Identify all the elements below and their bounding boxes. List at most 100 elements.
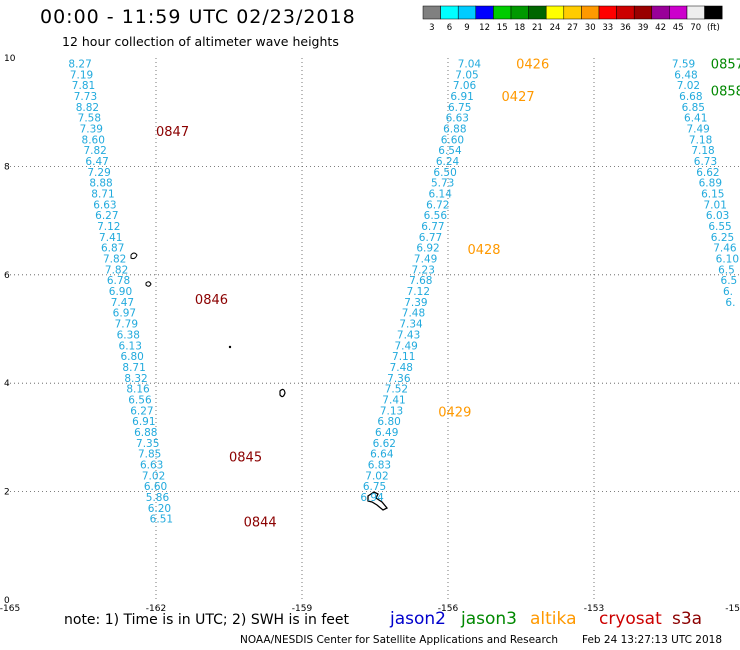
colorbar-label: (ft) xyxy=(707,23,720,33)
swh-value-label: 6.87 xyxy=(101,243,124,255)
swh-value-label: 7.49 xyxy=(414,254,437,266)
colorbar-label: 24 xyxy=(550,23,561,33)
swh-value-label: 7.02 xyxy=(142,470,165,482)
colorbar-swatch xyxy=(686,5,705,20)
swh-value-label: 7.19 xyxy=(70,69,93,81)
coastline-islands xyxy=(130,252,389,511)
swh-value-label: 7.85 xyxy=(138,449,161,461)
swh-value-label: 6.47 xyxy=(85,156,108,168)
swh-value-label: 7.82 xyxy=(105,264,128,276)
colorbar-swatch xyxy=(528,5,547,20)
swh-value-label: 7.59 xyxy=(672,58,695,70)
colorbar-swatch xyxy=(493,5,512,20)
swh-value-label: 6.62 xyxy=(696,167,719,179)
pass-time-label: 0429 xyxy=(438,405,471,420)
footer-credit: NOAA/NESDIS Center for Satellite Applica… xyxy=(240,634,558,646)
y-tick-label: 8 xyxy=(4,162,10,172)
swh-value-label: 6.56 xyxy=(128,394,152,406)
swh-value-label: 6.80 xyxy=(120,351,143,363)
swh-value-label: 6.03 xyxy=(706,210,729,222)
swh-value-label: 7.13 xyxy=(380,405,403,417)
colorbar-swatch xyxy=(545,5,565,20)
swh-value-label: 7.23 xyxy=(412,264,435,276)
pass-time-label: 0845 xyxy=(229,450,262,465)
swh-value-label: 7.12 xyxy=(97,221,120,233)
swh-value-label: 6.83 xyxy=(368,460,391,472)
swh-value-label: 7.05 xyxy=(455,69,478,81)
swh-value-label: 6.54 xyxy=(438,145,462,157)
x-tick-label: -159 xyxy=(292,604,313,614)
swh-value-label: 7.18 xyxy=(691,145,714,157)
swh-value-label: 7.68 xyxy=(409,275,432,287)
swh-value-label: 6.75 xyxy=(448,102,471,114)
pass-time-label: 0844 xyxy=(244,515,277,530)
swh-value-label: 8.71 xyxy=(91,189,114,201)
colorbar-swatch xyxy=(598,5,617,20)
colorbar-swatch xyxy=(581,5,600,20)
colorbar-legend: 3 6 9 12 15 18 21 24 27 30 33 36 39 42 45 70 (ft) xyxy=(422,5,723,33)
colorbar-swatch xyxy=(616,5,635,20)
colorbar-label: 15 xyxy=(497,23,508,33)
swh-value-label: 7.52 xyxy=(385,384,408,396)
swh-value-label: 6.50 xyxy=(433,167,456,179)
colorbar-swatch xyxy=(633,5,653,20)
swh-value-label: 6.63 xyxy=(140,460,163,472)
colorbar-label: 6 xyxy=(447,23,452,33)
swh-value-label: 6.73 xyxy=(694,156,717,168)
swh-value-label: 6.25 xyxy=(711,232,734,244)
y-tick-label: 2 xyxy=(4,488,10,498)
colorbar-label: 30 xyxy=(585,23,596,33)
swh-value-label: 7.12 xyxy=(407,286,430,298)
swh-value-label: 6.27 xyxy=(130,405,153,417)
plot-axes: -165 -162 -159 -156 -153 -15 0 2 4 6 8 10 xyxy=(0,54,740,614)
swh-value-label: 6.92 xyxy=(416,243,439,255)
swh-value-label: 6.20 xyxy=(148,503,171,515)
swh-value-label: 6. xyxy=(723,286,733,298)
swh-value-label: 6.91 xyxy=(450,91,473,103)
pass-time-label: 0847 xyxy=(156,125,189,140)
swh-value-label: 8.88 xyxy=(89,178,112,190)
swh-value-label: 7.82 xyxy=(83,145,106,157)
swh-value-label: 7.36 xyxy=(387,373,411,385)
swh-value-label: 6.63 xyxy=(446,113,469,125)
colorbar-label: 70 xyxy=(690,23,701,33)
swh-value-label: 6.5 xyxy=(718,264,735,276)
pass-time-label: 0426 xyxy=(516,57,549,72)
swh-value-label: 7.11 xyxy=(392,351,415,363)
swh-value-label: 6.38 xyxy=(117,329,140,341)
plot-grid xyxy=(10,58,740,600)
swh-value-label: 6.5 xyxy=(721,275,738,287)
swh-value-label: 6.88 xyxy=(134,427,157,439)
swh-value-label: 6.41 xyxy=(684,113,707,125)
swh-value-label: 7.43 xyxy=(397,329,420,341)
swh-value-label: 6. xyxy=(725,297,735,309)
colorbar-label: 36 xyxy=(620,23,631,33)
swh-value-label: 7.73 xyxy=(74,91,97,103)
pass-time-label: 0428 xyxy=(467,243,500,258)
swh-value-label: 7.29 xyxy=(87,167,110,179)
swh-value-label: 8.82 xyxy=(76,102,99,114)
footer-timestamp: Feb 24 13:27:13 UTC 2018 xyxy=(582,634,722,646)
swh-value-label: 6.63 xyxy=(93,199,116,211)
swh-value-label: 7.81 xyxy=(72,80,95,92)
swh-value-label: 8.16 xyxy=(126,384,150,396)
swh-value-label: 7.35 xyxy=(136,438,159,450)
legend-s3a: s3a xyxy=(672,609,703,629)
swh-value-label: 6.75 xyxy=(363,481,386,493)
footnote: note: 1) Time is in UTC; 2) SWH is in fe… xyxy=(64,612,350,628)
colorbar-label: 45 xyxy=(673,23,684,33)
swh-value-label: 7.18 xyxy=(689,134,712,146)
swh-value-label: 7.39 xyxy=(80,123,103,135)
colorbar-swatch xyxy=(422,5,441,20)
swh-value-label: 7.04 xyxy=(458,58,482,70)
colorbar-label: 33 xyxy=(602,23,613,33)
swh-value-label: 6.97 xyxy=(113,308,136,320)
colorbar-label: 39 xyxy=(638,23,649,33)
swh-value-label: 6.89 xyxy=(699,178,722,190)
x-tick-label: -153 xyxy=(584,604,604,614)
swh-value-label: 6.14 xyxy=(429,189,453,201)
y-tick-label: 6 xyxy=(4,271,10,281)
swh-value-label: 7.41 xyxy=(382,394,405,406)
swh-value-label: 6.55 xyxy=(708,221,731,233)
swh-value-label: 7.46 xyxy=(713,243,737,255)
